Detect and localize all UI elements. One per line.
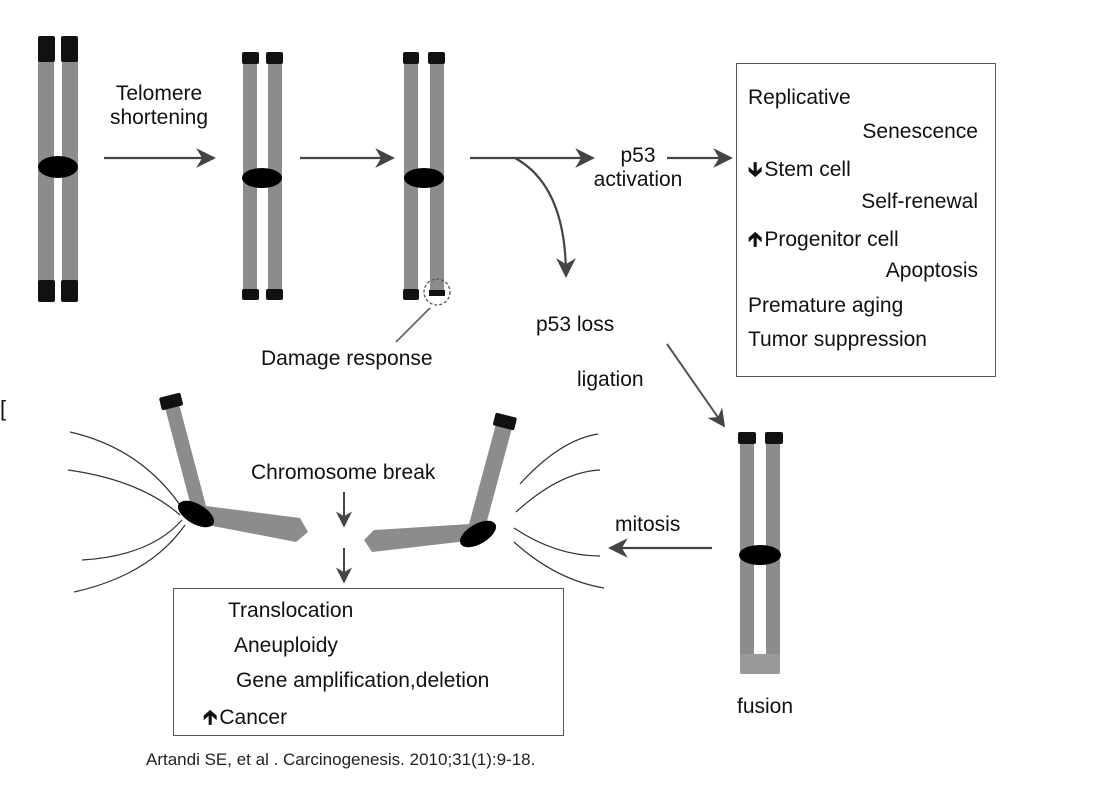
outcome-line: Apoptosis <box>885 259 978 282</box>
outcome-line: 🡳Stem cell <box>748 158 851 181</box>
side-mark: [ <box>0 396 7 421</box>
outcome-line: 🡱Progenitor cell <box>748 228 899 251</box>
label-p53-activation: p53 activation <box>593 144 683 192</box>
outcome-line: Self-renewal <box>861 190 978 213</box>
chromosome-fused <box>738 432 783 674</box>
label-damage-response: Damage response <box>261 347 433 370</box>
chromosome-long-telomeres <box>38 36 78 302</box>
citation: Artandi SE, et al . Carcinogenesis. 2010… <box>146 750 536 769</box>
outcome-line: Premature aging <box>748 294 904 317</box>
label-chromosome-break: Chromosome break <box>251 461 436 484</box>
arrow-to-fusion <box>666 343 726 428</box>
cancer-line: Gene amplification,deletion <box>236 669 490 692</box>
outcome-box: Replicative Senescence 🡳Stem cell Self-r… <box>736 63 996 377</box>
chromosome-damaged <box>403 52 451 306</box>
label-mitosis: mitosis <box>615 513 681 536</box>
arrow-to-p53-loss <box>514 157 576 278</box>
label-ligation: ligation <box>577 368 644 391</box>
outcome-line: Tumor suppression <box>748 328 927 351</box>
up-arrow-icon: 🡱 <box>748 229 763 251</box>
label-telomere-shortening: Telomere shortening <box>109 82 209 130</box>
chromosome-short-telomeres <box>242 52 283 300</box>
cancer-line: Aneuploidy <box>234 634 338 657</box>
broken-chromosome-left <box>67 392 308 593</box>
up-arrow-icon: 🡱 <box>203 707 218 729</box>
cancer-line: 🡱Cancer <box>203 706 288 729</box>
broken-chromosome-right <box>364 412 605 589</box>
label-p53-loss: p53 loss <box>536 313 615 336</box>
damage-circle <box>423 278 451 306</box>
outcome-line: Replicative <box>748 86 851 109</box>
cancer-line: Translocation <box>228 599 354 622</box>
label-fusion: fusion <box>737 695 794 718</box>
cancer-box: Translocation Aneuploidy Gene amplificat… <box>173 588 564 736</box>
outcome-line: Senescence <box>862 120 978 143</box>
damage-pointer-line <box>395 307 431 343</box>
down-arrow-icon: 🡳 <box>748 159 763 181</box>
